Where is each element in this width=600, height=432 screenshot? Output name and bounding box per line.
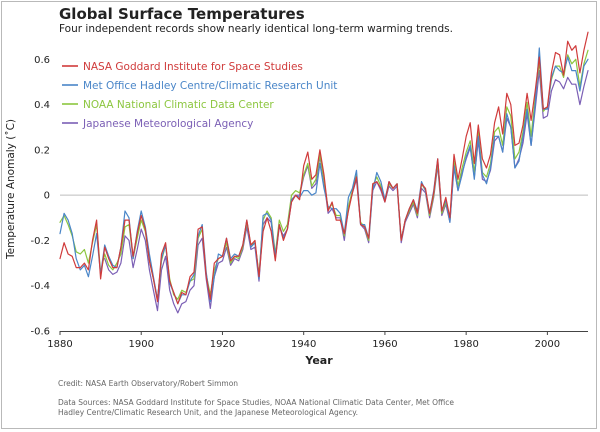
x-tick-label: 2000 [535,339,560,350]
y-tick-label: 0 [44,191,50,202]
y-tick-label: -0.6 [30,327,50,338]
series-line-1 [59,31,589,305]
data-sources-text: Data Sources: NASA Goddard Institute for… [58,398,455,417]
credit-text: Credit: NASA Earth Observatory/Robert Si… [58,379,239,388]
x-tick-label: 1940 [291,339,316,350]
y-tick-label: -0.2 [30,236,50,247]
x-tick-label: 1960 [372,339,397,350]
x-tick-label: 1920 [210,339,235,350]
legend: NASA Goddard Institute for Space Studies… [62,61,337,130]
chart-title: Global Surface Temperatures [59,5,305,23]
x-tick-label: 1980 [453,339,478,350]
x-tick-label: 1900 [129,339,154,350]
series-layer [59,31,589,314]
y-tick-label: 0.2 [34,145,50,156]
legend-label: NASA Goddard Institute for Space Studies [83,61,303,73]
series-line-2 [59,47,589,305]
axes: -0.6 -0.4 -0.2 0 0.2 0.4 0.6 1880 1900 1920 1940 19… [30,55,588,350]
y-axis-label: Temperature Anomaly (˚C) [5,119,17,260]
x-tick-label: 1880 [47,339,72,350]
legend-label: NOAA National Climatic Data Center [83,99,274,111]
legend-label: Met Office Hadley Centre/Climatic Resear… [83,80,337,92]
x-axis-label: Year [304,354,333,367]
y-tick-label: -0.4 [30,281,50,292]
y-tick-label: 0.4 [34,100,50,111]
y-tick-label: 0.6 [34,55,50,66]
chart-subtitle: Four independent records show nearly ide… [59,23,453,35]
legend-label: Japanese Meteorological Agency [82,118,253,130]
